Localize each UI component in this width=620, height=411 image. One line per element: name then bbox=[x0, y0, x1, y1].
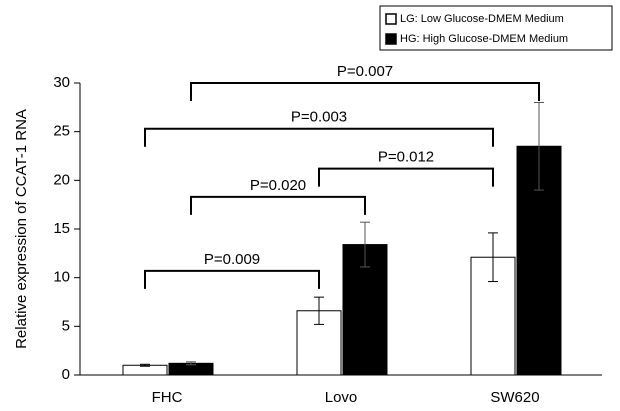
legend-swatch bbox=[385, 33, 397, 45]
error-bar bbox=[534, 101, 544, 191]
significance-bracket bbox=[190, 82, 540, 101]
legend-box bbox=[379, 5, 613, 51]
significance-label: P=0.020 bbox=[250, 177, 306, 194]
significance-bracket bbox=[144, 269, 320, 289]
legend-swatch bbox=[385, 13, 397, 25]
x-tick-label: SW620 bbox=[490, 389, 539, 406]
y-tick-label: 15 bbox=[53, 220, 70, 237]
y-tick-label: 25 bbox=[53, 123, 70, 140]
error-bar bbox=[360, 221, 370, 268]
y-tick-label: 5 bbox=[62, 317, 70, 334]
significance-bracket bbox=[190, 195, 366, 215]
error-bar bbox=[488, 232, 498, 283]
y-tick-label: 10 bbox=[53, 269, 70, 286]
significance-label: P=0.009 bbox=[204, 251, 260, 268]
significance-label: P=0.007 bbox=[337, 63, 393, 80]
x-tick-label: FHC bbox=[152, 389, 183, 406]
legend-label: HG: High Glucose-DMEM Medium bbox=[400, 33, 568, 45]
significance-bracket bbox=[318, 167, 494, 187]
y-tick-label: 0 bbox=[62, 366, 70, 383]
legend-label: LG: Low Glucose-DMEM Medium bbox=[400, 13, 564, 25]
y-tick-label: 30 bbox=[53, 74, 70, 91]
y-axis-label: Relative expression of CCAT-1 RNA bbox=[13, 109, 30, 349]
y-tick-label: 20 bbox=[53, 171, 70, 188]
x-tick-label: Lovo bbox=[325, 389, 358, 406]
significance-label: P=0.003 bbox=[291, 109, 347, 126]
error-bar bbox=[140, 363, 150, 367]
error-bar bbox=[314, 296, 324, 325]
significance-bracket bbox=[144, 127, 494, 147]
significance-label: P=0.012 bbox=[378, 149, 434, 166]
error-bar bbox=[186, 361, 196, 366]
